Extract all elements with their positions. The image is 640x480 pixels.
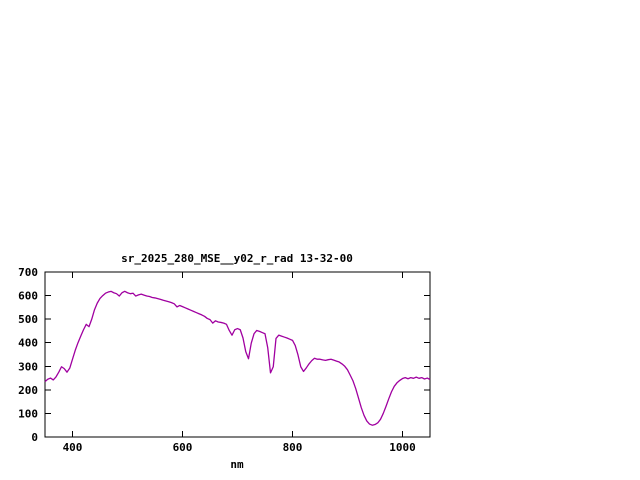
x-tick-label: 400 <box>63 441 83 454</box>
data-series <box>44 290 431 426</box>
y-tick-label: 700 <box>18 266 38 279</box>
y-tick-label: 600 <box>18 290 38 303</box>
plot-border <box>44 271 431 438</box>
y-tick-label: 400 <box>18 337 38 350</box>
x-axis-label: nm <box>230 458 244 471</box>
y-tick-label: 100 <box>18 407 38 420</box>
y-tick-label: 500 <box>18 313 38 326</box>
y-tick-label: 200 <box>18 384 38 397</box>
chart-title: sr_2025_280_MSE__y02_r_rad 13-32-00 <box>121 252 353 265</box>
y-axis-tick-labels: 0 100 200 300 400 500 600 700 <box>18 266 38 444</box>
x-tick-label: 800 <box>283 441 303 454</box>
x-axis-ticks <box>72 272 403 437</box>
y-axis-ticks <box>45 271 430 438</box>
spectrum-line <box>44 290 431 426</box>
y-tick-label: 0 <box>31 431 38 444</box>
y-tick-label: 300 <box>18 360 38 373</box>
x-tick-label: 600 <box>173 441 193 454</box>
x-tick-label: 1000 <box>389 441 416 454</box>
x-axis-tick-labels: 400 600 800 1000 <box>63 441 416 454</box>
